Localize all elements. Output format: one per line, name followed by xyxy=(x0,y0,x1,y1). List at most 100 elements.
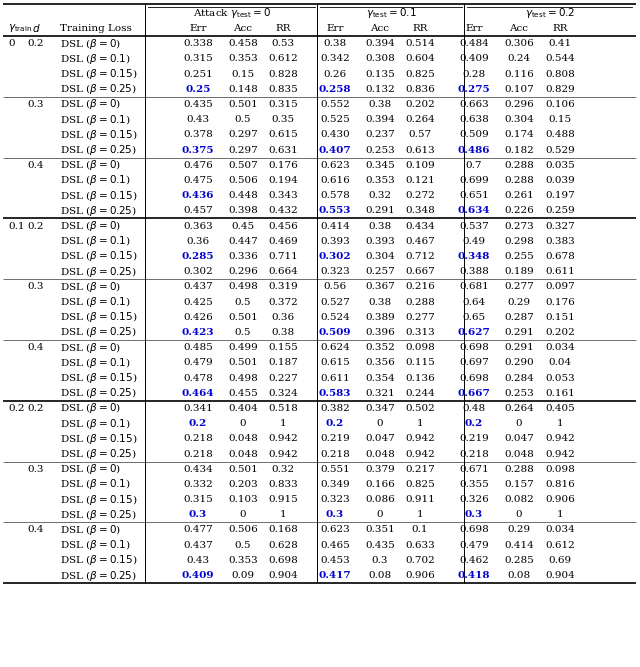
Text: 0.524: 0.524 xyxy=(320,313,350,321)
Text: Acc: Acc xyxy=(509,24,529,33)
Text: 0.423: 0.423 xyxy=(182,328,214,337)
Text: DSL ($\beta = 0$): DSL ($\beta = 0$) xyxy=(60,402,121,416)
Text: 0.255: 0.255 xyxy=(504,252,534,261)
Text: 0.28: 0.28 xyxy=(463,69,486,79)
Text: 0.404: 0.404 xyxy=(228,404,258,413)
Text: 0.315: 0.315 xyxy=(183,54,213,63)
Text: 0.498: 0.498 xyxy=(228,374,258,382)
Text: 0.302: 0.302 xyxy=(319,252,351,261)
Text: 0.616: 0.616 xyxy=(320,176,350,185)
Text: 0.367: 0.367 xyxy=(365,282,395,291)
Text: 0.808: 0.808 xyxy=(545,69,575,79)
Text: 0.048: 0.048 xyxy=(228,450,258,458)
Text: 0.434: 0.434 xyxy=(183,465,213,474)
Text: DSL ($\beta = 0.1$): DSL ($\beta = 0.1$) xyxy=(60,478,131,492)
Text: 0.425: 0.425 xyxy=(183,297,213,307)
Text: DSL ($\beta = 0.15$): DSL ($\beta = 0.15$) xyxy=(60,67,138,81)
Text: 0.258: 0.258 xyxy=(319,85,351,93)
Text: 0.475: 0.475 xyxy=(183,176,213,185)
Text: 0.338: 0.338 xyxy=(183,39,213,48)
Text: 0.634: 0.634 xyxy=(458,206,490,215)
Text: 0.176: 0.176 xyxy=(268,161,298,169)
Text: Acc: Acc xyxy=(371,24,390,33)
Text: 0.501: 0.501 xyxy=(228,313,258,321)
Text: 0.828: 0.828 xyxy=(268,69,298,79)
Text: 0.353: 0.353 xyxy=(228,54,258,63)
Text: 0.272: 0.272 xyxy=(405,191,435,200)
Text: 0.426: 0.426 xyxy=(183,313,213,321)
Text: DSL ($\beta = 0$): DSL ($\beta = 0$) xyxy=(60,523,121,537)
Text: 0.132: 0.132 xyxy=(365,85,395,93)
Text: 0.65: 0.65 xyxy=(463,313,486,321)
Text: DSL ($\beta = 0.15$): DSL ($\beta = 0.15$) xyxy=(60,310,138,324)
Text: 0.257: 0.257 xyxy=(365,267,395,276)
Text: 0.26: 0.26 xyxy=(323,69,347,79)
Text: 0.681: 0.681 xyxy=(459,282,489,291)
Text: 0.121: 0.121 xyxy=(405,176,435,185)
Text: 0.627: 0.627 xyxy=(458,328,490,337)
Text: 0.25: 0.25 xyxy=(186,85,211,93)
Text: Attack $\gamma_{\mathrm{test}} = 0$: Attack $\gamma_{\mathrm{test}} = 0$ xyxy=(193,5,271,19)
Text: $\gamma_{\mathrm{test}} = 0.1$: $\gamma_{\mathrm{test}} = 0.1$ xyxy=(365,5,417,19)
Text: 0.2: 0.2 xyxy=(189,419,207,428)
Text: 0.398: 0.398 xyxy=(228,206,258,215)
Text: 0.324: 0.324 xyxy=(268,389,298,398)
Text: 0.327: 0.327 xyxy=(545,221,575,231)
Text: 0.2: 0.2 xyxy=(8,404,24,413)
Text: 0.297: 0.297 xyxy=(228,145,258,155)
Text: 0.259: 0.259 xyxy=(545,206,575,215)
Text: 0.394: 0.394 xyxy=(365,115,395,124)
Text: 0.218: 0.218 xyxy=(183,434,213,444)
Text: Err: Err xyxy=(189,24,207,33)
Text: DSL ($\beta = 0.25$): DSL ($\beta = 0.25$) xyxy=(60,265,137,279)
Text: 0.698: 0.698 xyxy=(459,374,489,382)
Text: 0.628: 0.628 xyxy=(268,541,298,550)
Text: 0.275: 0.275 xyxy=(458,85,490,93)
Text: 0.479: 0.479 xyxy=(183,358,213,368)
Text: 0.323: 0.323 xyxy=(320,267,350,276)
Text: 0.437: 0.437 xyxy=(183,282,213,291)
Text: 0.4: 0.4 xyxy=(28,161,44,169)
Text: 0.355: 0.355 xyxy=(459,480,489,489)
Text: 0.38: 0.38 xyxy=(369,221,392,231)
Text: 0.219: 0.219 xyxy=(320,434,350,444)
Text: 0.437: 0.437 xyxy=(183,541,213,550)
Text: 0.432: 0.432 xyxy=(268,206,298,215)
Text: 0.2: 0.2 xyxy=(28,39,44,48)
Text: $\gamma_{\mathrm{train}}$: $\gamma_{\mathrm{train}}$ xyxy=(8,23,33,35)
Text: 0.509: 0.509 xyxy=(319,328,351,337)
Text: 0.702: 0.702 xyxy=(405,556,435,565)
Text: 0.467: 0.467 xyxy=(405,237,435,245)
Text: 0.227: 0.227 xyxy=(268,374,298,382)
Text: 0.453: 0.453 xyxy=(320,556,350,565)
Text: 0.375: 0.375 xyxy=(182,145,214,155)
Text: 0.308: 0.308 xyxy=(365,54,395,63)
Text: DSL ($\beta = 0.1$): DSL ($\beta = 0.1$) xyxy=(60,356,131,370)
Text: 0.15: 0.15 xyxy=(232,69,255,79)
Text: 0.667: 0.667 xyxy=(458,389,490,398)
Text: 0.506: 0.506 xyxy=(228,526,258,534)
Text: 0.833: 0.833 xyxy=(268,480,298,489)
Text: 0.633: 0.633 xyxy=(405,541,435,550)
Text: 0.039: 0.039 xyxy=(545,176,575,185)
Text: 0.396: 0.396 xyxy=(365,328,395,337)
Text: 0.5: 0.5 xyxy=(235,115,252,124)
Text: 0.409: 0.409 xyxy=(182,571,214,580)
Text: 1: 1 xyxy=(280,419,286,428)
Text: 0.2: 0.2 xyxy=(465,419,483,428)
Text: 0.155: 0.155 xyxy=(268,343,298,352)
Text: 0.624: 0.624 xyxy=(320,343,350,352)
Text: 0.488: 0.488 xyxy=(545,130,575,139)
Text: 0.448: 0.448 xyxy=(228,191,258,200)
Text: 0.476: 0.476 xyxy=(183,161,213,169)
Text: 0.343: 0.343 xyxy=(268,191,298,200)
Text: 0.379: 0.379 xyxy=(365,465,395,474)
Text: 0.048: 0.048 xyxy=(365,450,395,458)
Text: 0.253: 0.253 xyxy=(365,145,395,155)
Text: 0.226: 0.226 xyxy=(504,206,534,215)
Text: 0.36: 0.36 xyxy=(186,237,209,245)
Text: 0.509: 0.509 xyxy=(459,130,489,139)
Text: 0.288: 0.288 xyxy=(504,176,534,185)
Text: 0.219: 0.219 xyxy=(459,434,489,444)
Text: 0.638: 0.638 xyxy=(459,115,489,124)
